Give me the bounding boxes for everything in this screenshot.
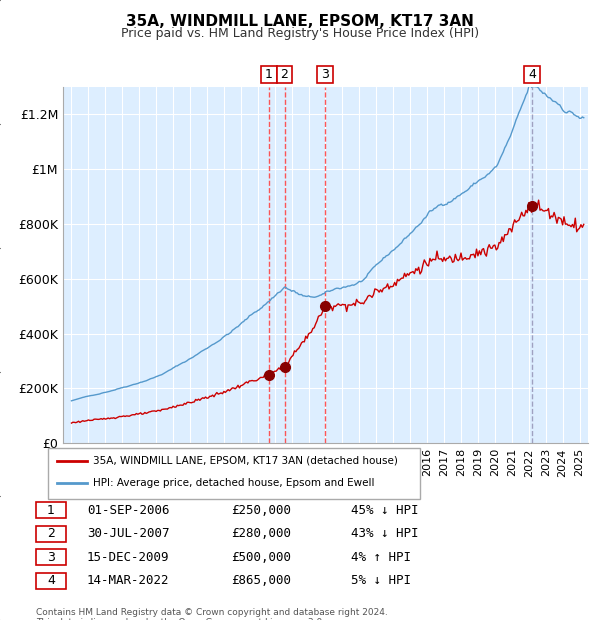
FancyBboxPatch shape xyxy=(36,573,66,589)
Text: 2: 2 xyxy=(47,528,55,540)
Text: 01-SEP-2006: 01-SEP-2006 xyxy=(87,504,170,516)
FancyBboxPatch shape xyxy=(36,502,66,518)
FancyBboxPatch shape xyxy=(36,549,66,565)
Text: 30-JUL-2007: 30-JUL-2007 xyxy=(87,528,170,540)
Text: 4: 4 xyxy=(47,575,55,587)
Text: 14-MAR-2022: 14-MAR-2022 xyxy=(87,575,170,587)
Text: 3: 3 xyxy=(47,551,55,564)
Text: 1: 1 xyxy=(265,68,273,81)
FancyBboxPatch shape xyxy=(262,66,277,83)
Text: 2: 2 xyxy=(281,68,289,81)
Text: 5% ↓ HPI: 5% ↓ HPI xyxy=(351,575,411,587)
FancyBboxPatch shape xyxy=(524,66,540,83)
Text: 15-DEC-2009: 15-DEC-2009 xyxy=(87,551,170,564)
Text: £865,000: £865,000 xyxy=(231,575,291,587)
Text: 35A, WINDMILL LANE, EPSOM, KT17 3AN: 35A, WINDMILL LANE, EPSOM, KT17 3AN xyxy=(126,14,474,29)
Text: Contains HM Land Registry data © Crown copyright and database right 2024.
This d: Contains HM Land Registry data © Crown c… xyxy=(36,608,388,620)
Text: HPI: Average price, detached house, Epsom and Ewell: HPI: Average price, detached house, Epso… xyxy=(93,478,374,488)
FancyBboxPatch shape xyxy=(48,448,420,499)
FancyBboxPatch shape xyxy=(317,66,332,83)
Text: £500,000: £500,000 xyxy=(231,551,291,564)
Text: 43% ↓ HPI: 43% ↓ HPI xyxy=(351,528,419,540)
Point xyxy=(53,479,61,487)
Point xyxy=(83,457,91,464)
Point xyxy=(53,457,61,464)
Text: 35A, WINDMILL LANE, EPSOM, KT17 3AN (detached house): 35A, WINDMILL LANE, EPSOM, KT17 3AN (det… xyxy=(93,456,398,466)
Text: 4% ↑ HPI: 4% ↑ HPI xyxy=(351,551,411,564)
Point xyxy=(83,479,91,487)
Text: 3: 3 xyxy=(321,68,329,81)
Text: Price paid vs. HM Land Registry's House Price Index (HPI): Price paid vs. HM Land Registry's House … xyxy=(121,27,479,40)
FancyBboxPatch shape xyxy=(36,526,66,542)
FancyBboxPatch shape xyxy=(277,66,292,83)
Text: 4: 4 xyxy=(528,68,536,81)
Text: £250,000: £250,000 xyxy=(231,504,291,516)
Text: 45% ↓ HPI: 45% ↓ HPI xyxy=(351,504,419,516)
Text: 1: 1 xyxy=(47,504,55,516)
Text: £280,000: £280,000 xyxy=(231,528,291,540)
